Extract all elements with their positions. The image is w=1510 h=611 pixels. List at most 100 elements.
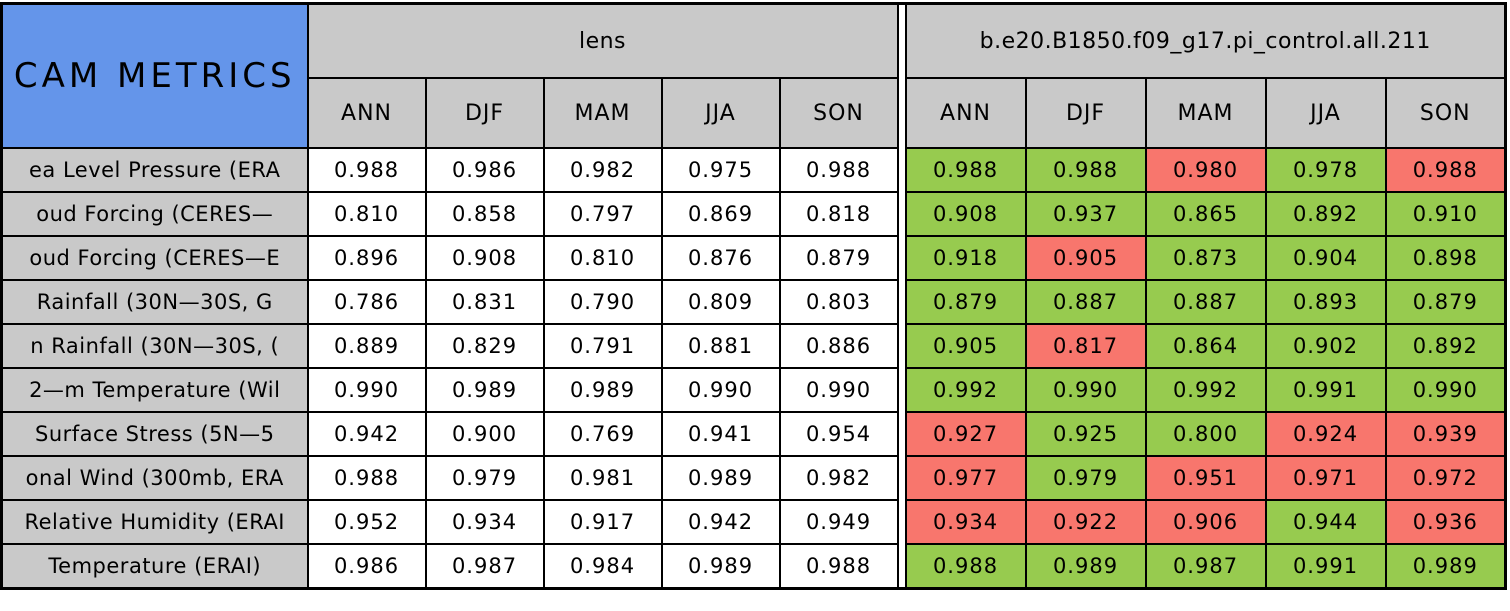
control-value-cell: 0.906 (1144, 499, 1267, 545)
control-value-cell: 0.992 (904, 367, 1027, 413)
control-value-cell: 0.936 (1384, 499, 1507, 545)
metric-label-cell: ea Level Pressure (ERA (0, 147, 309, 193)
group-header-control: b.e20.B1850.f09_g17.pi_control.all.211 (904, 2, 1507, 79)
control-value-cell: 0.989 (1024, 543, 1147, 589)
season-header-control-ann: ANN (904, 77, 1027, 149)
metric-label-cell: Surface Stress (5N—5 (0, 411, 309, 457)
lens-value-cell: 0.942 (306, 411, 427, 457)
metric-label-cell: oud Forcing (CERES— (0, 191, 309, 237)
control-value-cell: 0.918 (904, 235, 1027, 281)
lens-value-cell: 0.790 (542, 279, 663, 325)
lens-value-cell: 0.942 (660, 499, 781, 545)
lens-value-cell: 0.990 (306, 367, 427, 413)
table-title: CAM METRICS (13, 56, 296, 96)
lens-value-cell: 0.769 (542, 411, 663, 457)
season-header-control-son: SON (1384, 77, 1507, 149)
lens-value-cell: 0.869 (660, 191, 781, 237)
group-header-lens: lens (306, 2, 899, 79)
metric-label: Temperature (ERAI) (48, 553, 262, 578)
metric-row: oud Forcing (CERES— 0.810 0.858 0.797 0.869 0… (0, 191, 1507, 237)
lens-value-cell: 0.896 (306, 235, 427, 281)
season-header-lens-mam: MAM (542, 77, 663, 149)
lens-value-cell: 0.829 (424, 323, 545, 369)
control-value-cell: 0.879 (904, 279, 1027, 325)
control-value-cell: 0.902 (1264, 323, 1387, 369)
lens-value-cell: 0.886 (778, 323, 899, 369)
metric-label-cell: n Rainfall (30N—30S, ( (0, 323, 309, 369)
lens-value-cell: 0.858 (424, 191, 545, 237)
control-value-cell: 0.937 (1024, 191, 1147, 237)
lens-value-cell: 0.979 (424, 455, 545, 501)
metric-label: onal Wind (300mb, ERA (25, 466, 284, 490)
group-header-row: CAM METRICS lens b.e20.B1850.f09_g17.pi_… (0, 2, 1507, 588)
metric-label: Rainfall (30N—30S, G (36, 290, 273, 314)
lens-value-cell: 0.984 (542, 543, 663, 589)
metric-label: 2—m Temperature (Wil (29, 378, 281, 402)
lens-value-cell: 0.954 (778, 411, 899, 457)
metric-label: n Rainfall (30N—30S, ( (30, 334, 280, 358)
lens-value-cell: 0.818 (778, 191, 899, 237)
lens-value-cell: 0.908 (424, 235, 545, 281)
lens-value-cell: 0.990 (660, 367, 781, 413)
control-value-cell: 0.892 (1264, 191, 1387, 237)
season-header-lens-djf: DJF (424, 77, 545, 149)
season-header-control-djf: DJF (1024, 77, 1147, 149)
lens-value-cell: 0.986 (306, 543, 427, 589)
lens-value-cell: 0.990 (778, 367, 899, 413)
control-value-cell: 0.951 (1144, 455, 1267, 501)
control-value-cell: 0.990 (1384, 367, 1507, 413)
lens-value-cell: 0.810 (306, 191, 427, 237)
lens-value-cell: 0.989 (424, 367, 545, 413)
lens-value-cell: 0.810 (542, 235, 663, 281)
control-value-cell: 0.873 (1144, 235, 1267, 281)
season-header-control-mam: MAM (1144, 77, 1267, 149)
lens-value-cell: 0.791 (542, 323, 663, 369)
group-divider (897, 3, 906, 588)
control-value-cell: 0.988 (1024, 147, 1147, 193)
metric-label: oud Forcing (CERES— (36, 202, 274, 226)
lens-value-cell: 0.982 (542, 147, 663, 193)
control-value-cell: 0.939 (1384, 411, 1507, 457)
metric-row: n Rainfall (30N—30S, (0.889 0.829 0.791 0.8… (0, 323, 1507, 369)
lens-value-cell: 0.900 (424, 411, 545, 457)
control-value-cell: 0.924 (1264, 411, 1387, 457)
season-header-lens-son: SON (778, 77, 899, 149)
lens-value-cell: 0.952 (306, 499, 427, 545)
metric-row: Surface Stress (5N—5 0.942 0.900 0.769 0.941… (0, 411, 1507, 457)
lens-value-cell: 0.934 (424, 499, 545, 545)
metric-label: Relative Humidity (ERAI (24, 510, 286, 534)
metric-label: ea Level Pressure (ERA (29, 158, 281, 182)
lens-value-cell: 0.917 (542, 499, 663, 545)
control-value-cell: 0.800 (1144, 411, 1267, 457)
control-value-cell: 0.865 (1144, 191, 1267, 237)
control-value-cell: 0.898 (1384, 235, 1507, 281)
lens-value-cell: 0.988 (778, 543, 899, 589)
season-header-lens-ann: ANN (306, 77, 427, 149)
control-value-cell: 0.991 (1264, 367, 1387, 413)
control-value-cell: 0.934 (904, 499, 1027, 545)
control-value-cell: 0.988 (904, 543, 1027, 589)
control-value-cell: 0.972 (1384, 455, 1507, 501)
metric-row: Relative Humidity (ERAI 0.952 0.934 0.917 0.… (0, 499, 1507, 545)
control-value-cell: 0.944 (1264, 499, 1387, 545)
lens-value-cell: 0.988 (306, 147, 427, 193)
lens-value-cell: 0.879 (778, 235, 899, 281)
lens-value-cell: 0.987 (424, 543, 545, 589)
control-value-cell: 0.904 (1264, 235, 1387, 281)
metric-label-cell: oud Forcing (CERES—E (0, 235, 309, 281)
control-value-cell: 0.910 (1384, 191, 1507, 237)
control-value-cell: 0.905 (1024, 235, 1147, 281)
control-value-cell: 0.879 (1384, 279, 1507, 325)
control-value-cell: 0.992 (1144, 367, 1267, 413)
control-value-cell: 0.991 (1264, 543, 1387, 589)
control-value-cell: 0.977 (904, 455, 1027, 501)
lens-value-cell: 0.982 (778, 455, 899, 501)
lens-value-cell: 0.989 (660, 543, 781, 589)
control-value-cell: 0.927 (904, 411, 1027, 457)
lens-value-cell: 0.803 (778, 279, 899, 325)
lens-value-cell: 0.949 (778, 499, 899, 545)
lens-value-cell: 0.881 (660, 323, 781, 369)
control-value-cell: 0.925 (1024, 411, 1147, 457)
metric-label-cell: 2—m Temperature (Wil (0, 367, 309, 413)
metric-row: ea Level Pressure (ERA 0.988 0.986 0.982 0.9… (0, 147, 1507, 193)
